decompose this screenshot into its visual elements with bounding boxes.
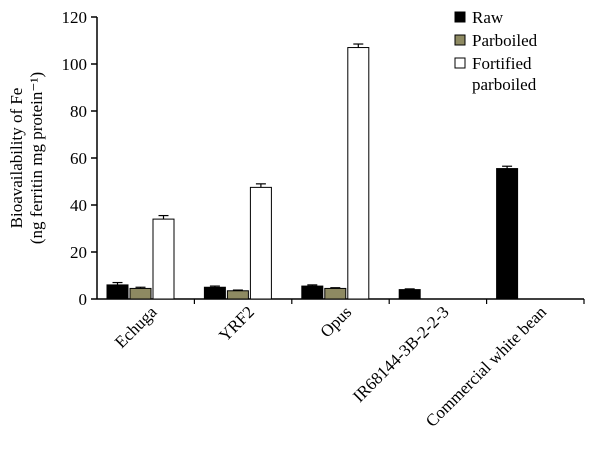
y-tick-label: 40 [70, 196, 87, 215]
bar [152, 218, 175, 300]
legend-label: parboiled [472, 75, 537, 94]
legend-label: Raw [472, 8, 504, 27]
x-tick-label: Echuga [111, 302, 161, 352]
bar [226, 290, 249, 300]
legend-label: Parboiled [472, 31, 538, 50]
bar [203, 286, 226, 300]
legend-label: Fortified [472, 54, 532, 73]
y-axis-label: Bioavailability of Fe (ng ferritin mg pr… [7, 72, 46, 244]
y-tick-label: 0 [79, 290, 88, 309]
y-axis-label-line-1: Bioavailability of Fe [7, 88, 26, 229]
error-bars [112, 43, 513, 291]
legend-swatch [454, 11, 466, 23]
y-tick-label: 100 [62, 55, 88, 74]
bar [347, 47, 370, 300]
x-tick-label: YRF2 [215, 302, 258, 345]
bar [129, 287, 152, 300]
bar [496, 168, 519, 300]
y-axis-label-line-2: (ng ferritin mg protein⁻¹) [27, 72, 46, 244]
y-tick-label: 20 [70, 243, 87, 262]
legend-swatch [454, 57, 466, 69]
y-tick-label: 120 [62, 8, 88, 27]
bar [106, 284, 129, 300]
bar [324, 287, 347, 300]
bar [249, 186, 272, 300]
x-tick-labels: Echuga YRF2 OpusIR68144-3B-2-2-3Commercial… [111, 299, 585, 431]
bar [301, 285, 324, 300]
y-tick-label: 60 [70, 149, 87, 168]
bar [398, 289, 421, 300]
x-tick-label: Opus [317, 302, 356, 341]
bars [106, 47, 519, 300]
y-ticks: 0 20 40 60 80 100 120 [62, 8, 97, 309]
legend-swatch [454, 34, 466, 46]
legend: Raw Parboiled Fortified parboiled [454, 8, 538, 94]
y-tick-label: 80 [70, 102, 87, 121]
x-tick-label: IR68144-3B-2-2-3 [349, 302, 453, 406]
